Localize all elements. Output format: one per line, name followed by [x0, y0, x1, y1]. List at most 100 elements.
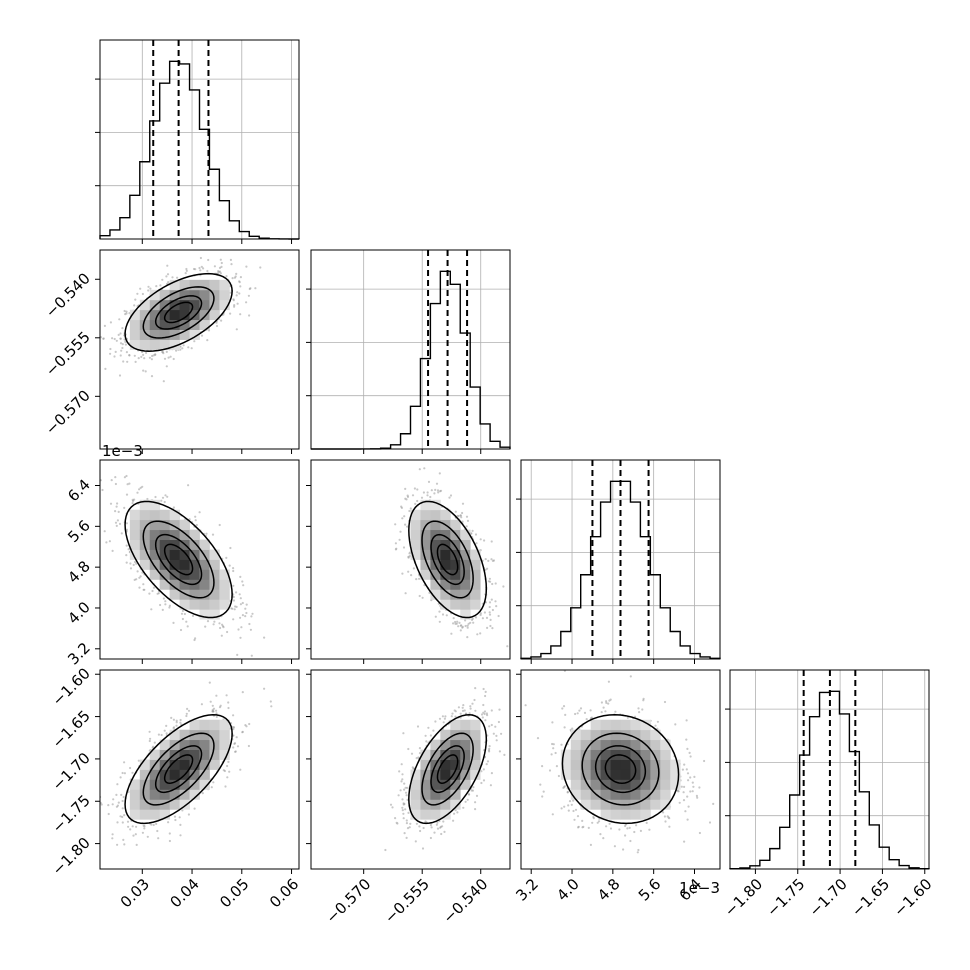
density-cell	[149, 789, 161, 800]
scatter-point	[247, 744, 250, 748]
scatter-point	[444, 715, 447, 718]
scatter-point	[233, 305, 236, 308]
density-cell	[189, 279, 200, 291]
x-tick-label: −0.570	[322, 875, 374, 927]
scatter-point	[225, 275, 228, 278]
scatter-point	[456, 514, 459, 517]
scatter-point	[239, 603, 242, 606]
scatter-point	[691, 790, 694, 793]
contour-line	[124, 714, 233, 825]
scatter-point	[132, 563, 135, 567]
scatter-point	[236, 745, 240, 748]
scatter-point	[113, 337, 116, 341]
scatter-point	[206, 339, 209, 342]
scatter-point	[459, 712, 462, 715]
scatter-point	[242, 584, 245, 587]
scatter-point	[139, 486, 142, 489]
scatter-point	[618, 828, 621, 831]
scatter-point	[204, 625, 207, 628]
scatter-point	[435, 823, 438, 826]
density-cell	[460, 549, 471, 560]
density-cell	[169, 289, 180, 301]
scatter-point	[165, 350, 168, 353]
density-cell	[159, 749, 171, 760]
scatter-point	[116, 804, 119, 807]
scatter-point	[693, 775, 696, 779]
density-cell	[159, 289, 171, 301]
scatter-point	[116, 502, 119, 505]
x-tick-label: 4.8	[594, 875, 624, 905]
y-tick-label: −1.65	[49, 707, 94, 752]
density-cell	[560, 759, 572, 770]
density-cell	[580, 769, 592, 780]
scatter-point	[232, 569, 235, 573]
scatter-point	[111, 803, 114, 806]
scatter-point	[408, 552, 411, 555]
density-cell	[179, 519, 190, 531]
panel-content	[100, 681, 273, 847]
scatter-point	[400, 505, 403, 508]
scatter-point	[416, 725, 420, 728]
scatter-point	[209, 700, 212, 703]
scatter-point	[138, 586, 141, 589]
scatter-point	[712, 802, 715, 806]
scatter-point	[107, 812, 110, 816]
density-cell	[149, 549, 161, 560]
density-cell	[169, 559, 180, 570]
density-cell	[179, 329, 190, 340]
density-cell	[560, 769, 572, 780]
histogram	[311, 270, 511, 450]
scatter-point	[182, 344, 185, 347]
scatter-point	[240, 626, 243, 629]
scatter-point	[469, 705, 472, 708]
contour-line	[163, 543, 194, 576]
scatter-point	[400, 763, 403, 766]
scatter-point	[421, 596, 424, 599]
panel-1-1	[306, 249, 511, 454]
x-tick-label: 3.2	[512, 875, 542, 905]
scatter-point	[432, 729, 435, 732]
density-cell	[159, 519, 171, 531]
scatter-point	[181, 809, 184, 812]
density-cell	[139, 529, 151, 540]
density-cell	[179, 559, 190, 570]
scatter-point	[100, 336, 103, 339]
scatter-point	[163, 357, 167, 360]
scatter-point	[495, 734, 498, 738]
density-cell	[169, 579, 180, 590]
density-cell	[209, 289, 220, 301]
scatter-point	[125, 522, 128, 525]
density-cell	[199, 539, 210, 550]
scatter-point	[186, 625, 189, 628]
scatter-point	[576, 712, 579, 715]
scatter-point	[395, 821, 398, 824]
scatter-point	[148, 739, 151, 743]
density-cell	[410, 539, 421, 550]
scatter-point	[225, 694, 228, 697]
histogram	[99, 60, 300, 240]
density-cell	[440, 559, 451, 570]
contour-line	[142, 286, 215, 339]
scatter-point	[233, 742, 236, 746]
scatter-point	[482, 687, 485, 691]
density-cell	[410, 789, 421, 800]
density-cell	[169, 519, 180, 531]
scatter-point	[172, 621, 175, 625]
scatter-point	[168, 606, 171, 609]
scatter-point	[426, 494, 429, 497]
density-cell	[470, 569, 481, 580]
scatter-point	[398, 770, 401, 773]
scatter-point	[232, 714, 235, 717]
scatter-point	[141, 350, 144, 354]
scatter-point	[161, 608, 164, 612]
scatter-point	[425, 740, 428, 743]
scatter-point	[680, 785, 683, 788]
density-cell	[440, 739, 451, 750]
scatter-point	[422, 826, 425, 830]
density-cell	[129, 339, 141, 350]
density-cell	[179, 279, 190, 291]
density-cell	[169, 339, 180, 350]
density-cell	[570, 789, 582, 800]
density-cell	[640, 719, 651, 731]
scatter-point	[129, 766, 132, 770]
